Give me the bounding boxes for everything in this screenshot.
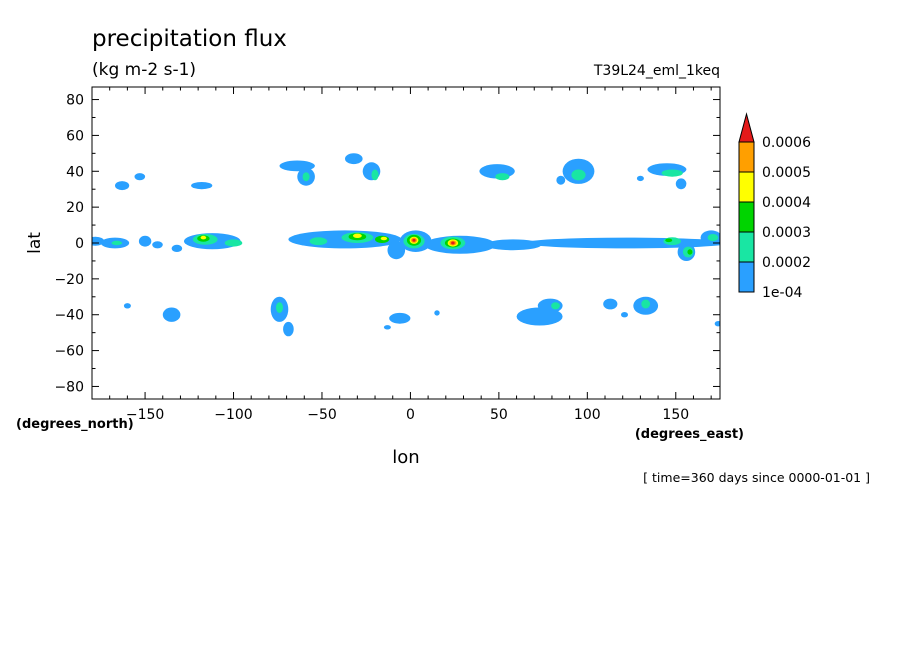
colorbar-segment — [738, 141, 755, 173]
x-tick-label: 100 — [574, 407, 601, 423]
precip-region — [387, 241, 406, 260]
precip-region — [383, 325, 391, 330]
colorbar-segment — [738, 231, 755, 263]
precip-region — [714, 321, 720, 327]
y-tick-label: 40 — [66, 164, 84, 180]
y-tick-label: 20 — [66, 200, 84, 216]
precip-region — [302, 172, 310, 182]
colorbar-label: 0.0005 — [762, 165, 811, 181]
y-tick-label: −40 — [54, 308, 84, 324]
colorbar-label: 0.0004 — [762, 195, 811, 211]
colorbar: 1e-04 0.0002 0.0003 0.0004 0.0005 0.0006 — [738, 112, 811, 301]
precip-region — [171, 244, 183, 252]
y-tick-label: 60 — [66, 128, 84, 144]
axis-ticks — [92, 87, 720, 399]
precip-region — [353, 233, 362, 238]
precip-region — [111, 240, 123, 246]
x-tick-label: −100 — [214, 407, 252, 423]
precip-region — [434, 310, 440, 316]
precip-region — [495, 173, 510, 181]
precip-region — [309, 237, 328, 246]
precip-region — [162, 307, 181, 322]
x-tick-label: 50 — [490, 407, 508, 423]
precip-region — [707, 234, 719, 242]
x-tick-label: −50 — [307, 407, 337, 423]
plot-frame — [91, 86, 721, 400]
colorbar-extend-arrow — [738, 112, 755, 143]
run-label: T39L24_eml_1keq — [593, 63, 720, 79]
precip-region — [412, 238, 416, 242]
time-label: [ time=360 days since 0000-01-01 ] — [643, 470, 870, 485]
precip-region — [191, 182, 213, 190]
colorbar-segment — [738, 201, 755, 233]
precip-region — [224, 239, 243, 247]
x-tick-label: 150 — [662, 407, 689, 423]
x-tick-label: 0 — [406, 407, 415, 423]
precip-region — [621, 312, 628, 318]
precip-contours — [92, 153, 720, 337]
precip-region — [451, 241, 455, 245]
y-tick-label: 80 — [66, 93, 84, 109]
precip-region — [537, 298, 563, 313]
colorbar-label: 0.0002 — [762, 255, 811, 271]
y-tick-label: −60 — [54, 344, 84, 360]
precip-region — [115, 181, 130, 191]
colorbar-segment — [738, 261, 755, 293]
precip-region — [276, 302, 283, 313]
colorbar-segment — [738, 171, 755, 203]
precip-region — [687, 249, 693, 255]
x-axis-label: lon — [392, 447, 419, 468]
precip-region — [636, 175, 644, 182]
x-tick-labels: −150 −100 −50 0 50 100 150 — [126, 407, 689, 423]
precip-region — [138, 235, 152, 247]
plot-area — [91, 86, 721, 400]
precip-region — [641, 299, 651, 309]
precip-region — [283, 321, 294, 337]
precip-region — [523, 237, 720, 249]
precip-region — [123, 303, 131, 309]
precip-region — [603, 298, 618, 310]
precip-region — [134, 173, 146, 181]
colorbar-label: 0.0003 — [762, 225, 811, 241]
precip-region — [152, 241, 163, 249]
x-tick-label: −150 — [126, 407, 164, 423]
precip-region — [345, 153, 363, 165]
chart-title: precipitation flux — [92, 26, 287, 52]
y-axis-units: (degrees_north) — [16, 417, 134, 432]
chart-units: (kg m-2 s-1) — [92, 60, 196, 80]
precip-region — [371, 169, 379, 181]
colorbar-label: 1e-04 — [762, 285, 802, 301]
y-axis-label: lat — [25, 232, 45, 254]
y-tick-label: −80 — [54, 379, 84, 395]
y-tick-label: −20 — [54, 272, 84, 288]
precip-region — [551, 302, 560, 310]
precip-region — [661, 169, 683, 177]
precip-region — [389, 312, 411, 324]
colorbar-label: 0.0006 — [762, 135, 811, 151]
precip-region — [675, 178, 687, 190]
precip-region — [380, 236, 388, 241]
precip-region — [665, 238, 673, 243]
precip-region — [571, 169, 586, 181]
precip-region — [200, 235, 207, 240]
precip-region — [556, 175, 566, 185]
y-tick-label: 0 — [75, 236, 84, 252]
y-tick-labels: 80 60 40 20 0 −20 −40 −60 −80 — [54, 93, 84, 396]
x-axis-units: (degrees_east) — [635, 427, 744, 442]
